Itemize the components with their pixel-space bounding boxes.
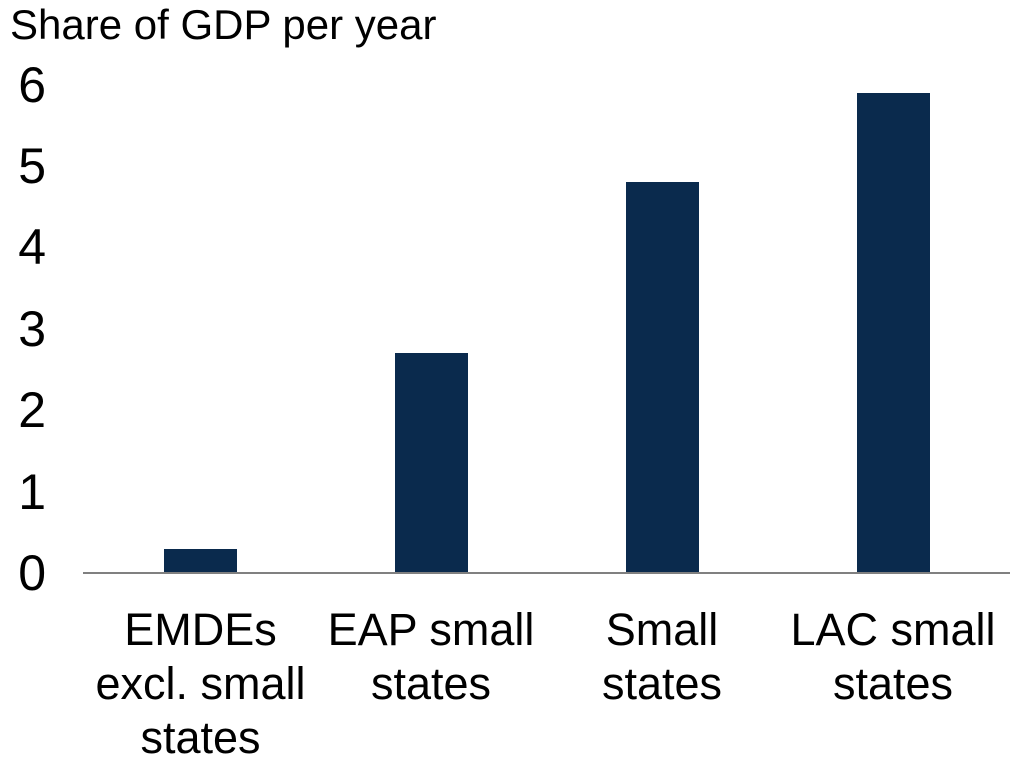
y-tick-label: 0	[18, 545, 46, 601]
x-category-label: EAP small states	[327, 604, 535, 709]
x-category-label: EMDEs excl. small states	[95, 604, 306, 763]
chart-title: Share of GDP per year	[10, 1, 437, 48]
y-tick-label: 6	[18, 56, 46, 113]
y-tick-label: 5	[18, 138, 46, 194]
x-category-label: LAC small states	[790, 604, 996, 709]
x-axis-line	[83, 572, 1010, 574]
y-tick-label: 3	[18, 300, 46, 357]
bar	[164, 548, 237, 573]
y-tick-label: 1	[18, 463, 46, 520]
y-tick-label: 2	[18, 382, 46, 439]
bar	[856, 92, 930, 573]
bar	[625, 182, 699, 573]
x-category-label: Small states	[601, 604, 723, 709]
y-tick-label: 4	[18, 219, 46, 276]
bar	[394, 353, 468, 573]
